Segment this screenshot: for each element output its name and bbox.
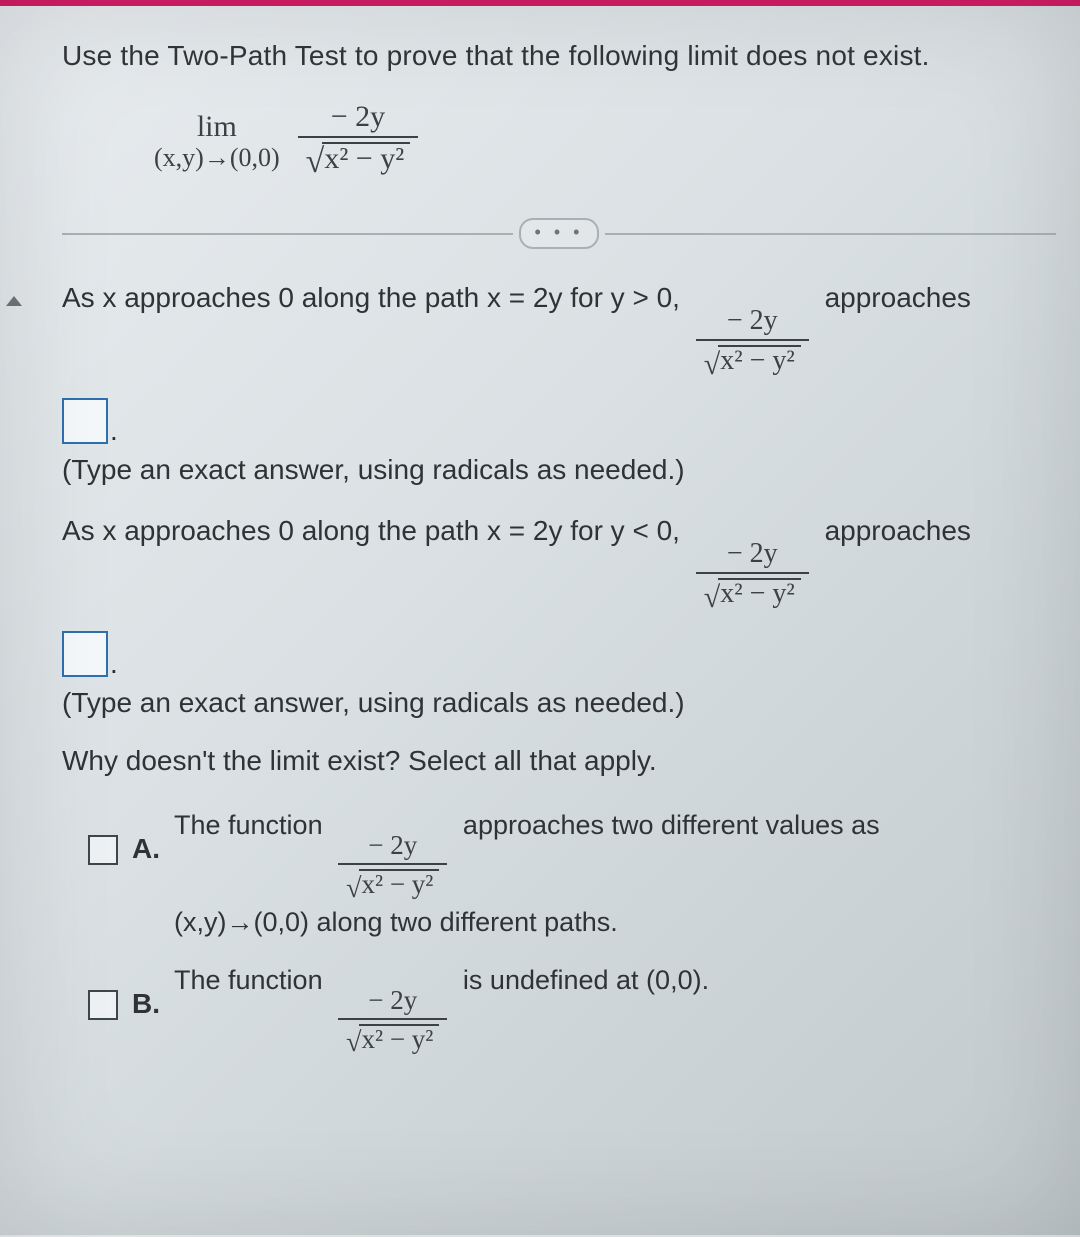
part2-answer-input[interactable] [62,631,108,677]
scroll-up-caret-icon[interactable] [6,296,22,306]
part1-line: As x approaches 0 along the path x = 2y … [62,279,1056,382]
option-a-checkbox[interactable] [88,835,118,865]
limit-fraction: − 2y √ x² − y² [298,102,419,180]
option-b-text: The function − 2y √x² − y² is undefined … [174,962,709,1058]
ellipsis-icon[interactable]: • • • [519,218,600,249]
option-a-row: A. The function − 2y √x² − y² approaches… [88,807,1056,940]
option-b-checkbox[interactable] [88,990,118,1020]
section-divider: • • • [62,218,1056,249]
part2-suffix: approaches [825,515,971,546]
option-b-post: is undefined at (0,0). [463,965,709,995]
lim-subscript: (x,y)→(0,0) [154,144,280,171]
part2-line: As x approaches 0 along the path x = 2y … [62,512,1056,615]
limit-expression: lim (x,y)→(0,0) − 2y √ x² − y² [154,102,418,180]
lim-label: lim [197,111,237,143]
option-b-fraction: − 2y √x² − y² [338,987,447,1058]
option-a-fraction: − 2y √x² − y² [338,832,447,903]
limit-numerator: − 2y [323,102,393,134]
option-a-text: The function − 2y √x² − y² approaches tw… [174,807,880,940]
part1-fraction: − 2y √x² − y² [696,307,809,382]
part2-hint: (Type an exact answer, using radicals as… [62,687,1056,719]
part1-hint: (Type an exact answer, using radicals as… [62,454,1056,486]
part1-prefix: As x approaches 0 along the path x = 2y … [62,282,680,313]
part2-fraction: − 2y √x² − y² [696,540,809,615]
part2-prefix: As x approaches 0 along the path x = 2y … [62,515,680,546]
part1-suffix: approaches [825,282,971,313]
question-body: Use the Two-Path Test to prove that the … [62,40,1056,1227]
option-b-row: B. The function − 2y √x² − y² is undefin… [88,962,1056,1058]
question-title: Use the Two-Path Test to prove that the … [62,40,1056,72]
window-accent-bar [0,0,1080,6]
option-a-letter: A. [132,833,160,865]
option-b-letter: B. [132,988,160,1020]
limit-denominator-sqrt: √ x² − y² [306,140,411,174]
part1-answer-input[interactable] [62,398,108,444]
why-prompt: Why doesn't the limit exist? Select all … [62,745,1056,777]
